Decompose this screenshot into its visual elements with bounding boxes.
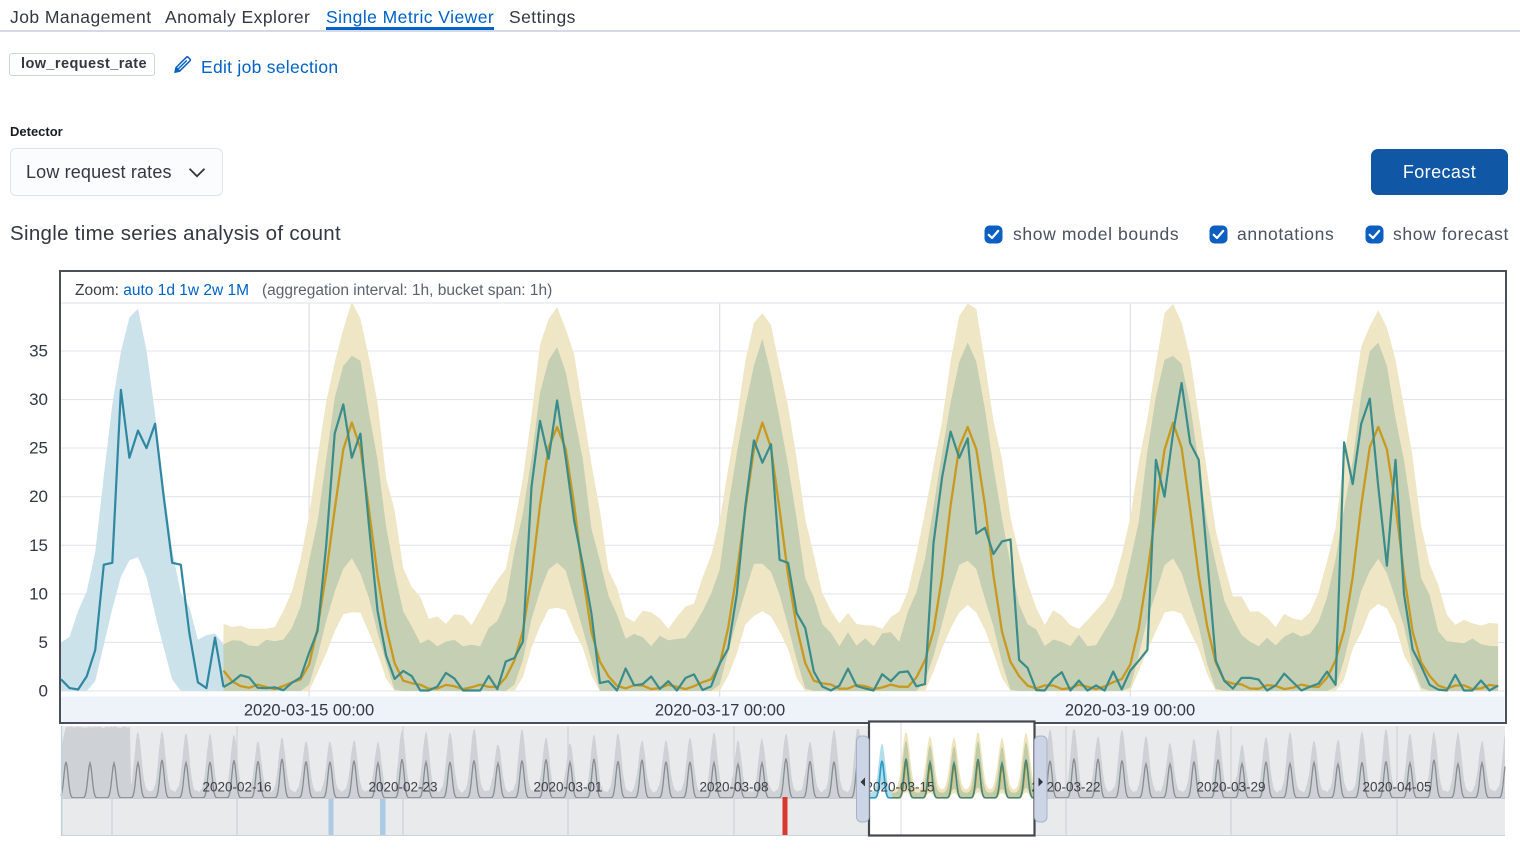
svg-text:5: 5 <box>39 633 48 652</box>
svg-text:2020-04-05: 2020-04-05 <box>1362 780 1431 795</box>
svg-text:2020-02-16: 2020-02-16 <box>202 780 271 795</box>
svg-text:2020-03-01: 2020-03-01 <box>533 780 602 795</box>
svg-text:2020-03-15 00:00: 2020-03-15 00:00 <box>244 702 374 720</box>
svg-text:20: 20 <box>29 487 48 506</box>
svg-text:2020-03-29: 2020-03-29 <box>1196 780 1265 795</box>
svg-text:2020-03-08: 2020-03-08 <box>699 780 768 795</box>
svg-text:30: 30 <box>29 390 48 409</box>
svg-text:15: 15 <box>29 536 48 555</box>
svg-text:Zoom: auto 1d 1w 2w 1M (aggr: Zoom: auto 1d 1w 2w 1M (aggregation inte… <box>75 282 552 299</box>
svg-text:2020-03-15: 2020-03-15 <box>865 780 934 795</box>
svg-text:0: 0 <box>39 682 48 701</box>
svg-text:2020-03-19 00:00: 2020-03-19 00:00 <box>1065 702 1195 720</box>
svg-text:2020-02-23: 2020-02-23 <box>368 780 437 795</box>
svg-text:2020-03-17 00:00: 2020-03-17 00:00 <box>655 702 785 720</box>
svg-text:25: 25 <box>29 439 48 458</box>
svg-text:2020-03-22: 2020-03-22 <box>1031 780 1100 795</box>
svg-text:35: 35 <box>29 342 48 361</box>
svg-text:10: 10 <box>29 584 48 603</box>
